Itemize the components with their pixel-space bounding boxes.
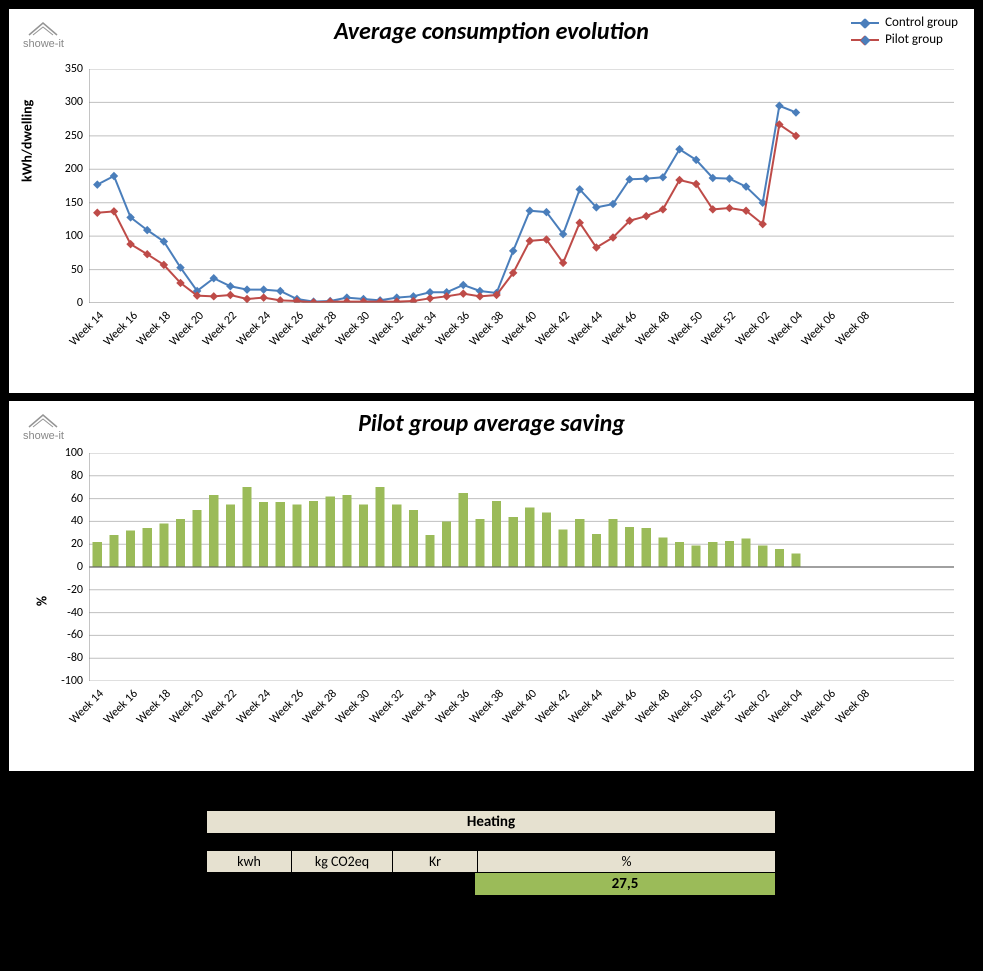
- summary-table: Heating kwh kg CO2eq Kr % 27,5: [206, 810, 776, 896]
- bar-chart-ylabel: %: [34, 596, 51, 606]
- col-kr: Kr: [392, 850, 478, 873]
- line-chart-ylabel: kWh/dwelling: [19, 100, 36, 182]
- legend-label: Pilot group: [885, 32, 943, 47]
- saving-panel: showe-it Pilot group average saving % -1…: [8, 400, 975, 772]
- col-pct: %: [477, 850, 776, 873]
- line-chart-legend: .swatch:nth-child(1)::after{background:#…: [851, 15, 958, 49]
- table-header: Heating: [206, 810, 776, 834]
- bar-chart-title: Pilot group average saving: [9, 409, 974, 438]
- line-chart-title: Average consumption evolution: [9, 17, 974, 46]
- svg-text:showe-it: showe-it: [23, 430, 64, 442]
- logo-bottom: showe-it: [19, 407, 89, 443]
- bar-chart-area: -100-80-60-40-20020406080100Week 14Week …: [89, 453, 954, 681]
- pct-value: 27,5: [474, 873, 776, 896]
- consumption-panel: showe-it Average consumption evolution .…: [8, 8, 975, 394]
- col-kwh: kwh: [206, 850, 292, 873]
- logo-top: showe-it: [19, 15, 89, 51]
- svg-text:showe-it: showe-it: [23, 38, 64, 50]
- line-chart-area: 050100150200250300350Week 14Week 16Week …: [89, 69, 954, 303]
- col-co2: kg CO2eq: [291, 850, 393, 873]
- legend-label: Control group: [885, 15, 958, 30]
